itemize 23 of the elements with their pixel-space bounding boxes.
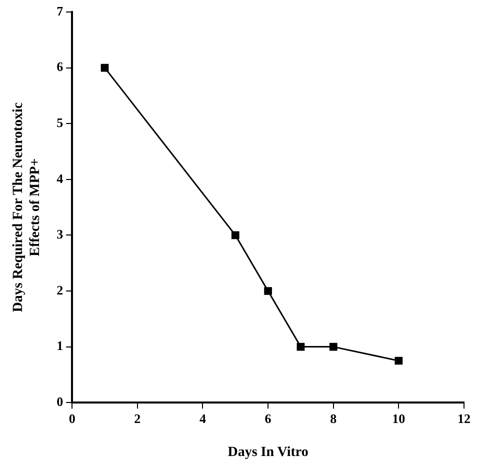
- y-axis-title: Days Required For The Neurotoxic Effects of MPP+: [11, 102, 43, 312]
- point: [264, 287, 272, 295]
- y-tick-label: 2: [56, 282, 64, 298]
- x-axis-title: Days In Vitro: [228, 445, 308, 460]
- y-tick-label: 3: [56, 226, 64, 242]
- x-tick-label: 10: [392, 410, 406, 426]
- y-tick-label: 0: [56, 394, 64, 409]
- x-tick-label: 4: [199, 410, 206, 426]
- point: [394, 356, 403, 365]
- y-tick-label: 1: [56, 338, 64, 354]
- point: [231, 231, 240, 240]
- point: [100, 64, 109, 72]
- y-tick-label: 5: [56, 114, 64, 130]
- point: [329, 342, 338, 351]
- y-tick-label: 7: [56, 3, 64, 18]
- x-tick-label: 12: [458, 410, 470, 426]
- x-tick-label: 2: [134, 410, 141, 426]
- x-tick-label: 0: [68, 410, 76, 426]
- y-tick-label: 6: [56, 59, 64, 74]
- point: [296, 342, 305, 351]
- x-tick-label: 8: [330, 410, 338, 426]
- x-tick-label: 6: [264, 410, 272, 426]
- y-tick-label: 4: [56, 170, 64, 186]
